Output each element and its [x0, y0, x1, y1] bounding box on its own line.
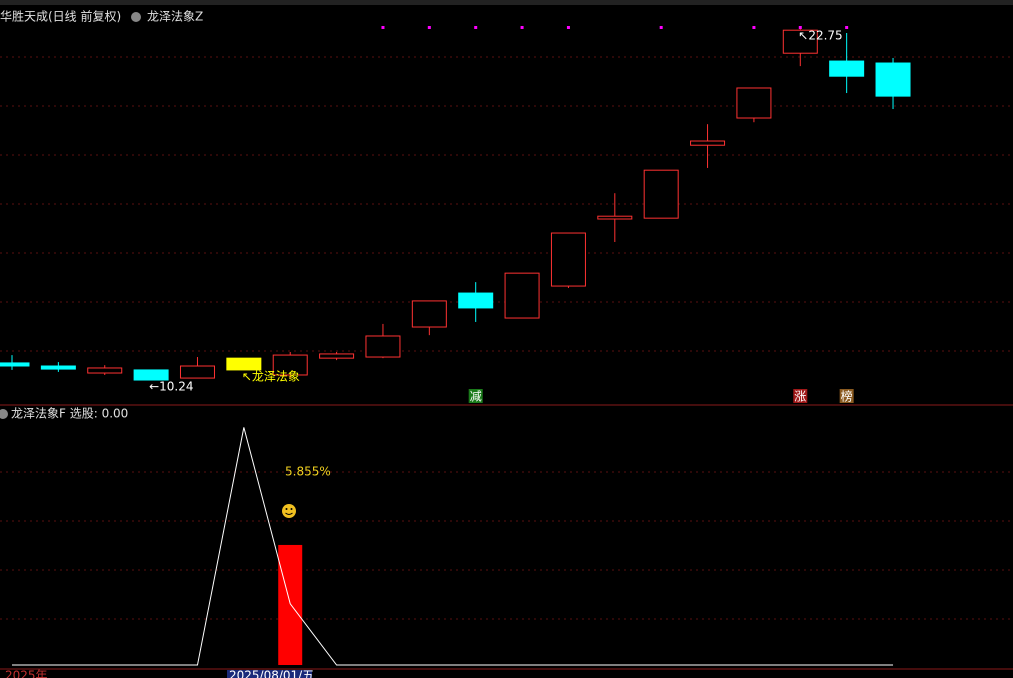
panel-title: 龙泽法象F 选股: 0.00 [11, 407, 128, 421]
indicator-icon [0, 409, 8, 419]
annotation: ↖龙泽法象 [242, 369, 300, 383]
smiley-mouth [285, 512, 293, 515]
signal-dot [798, 26, 802, 29]
candle-body [272, 354, 308, 376]
annotation: ↖22.75 [798, 29, 842, 43]
smiley [282, 504, 296, 518]
signal-dot [752, 26, 756, 29]
candle-body [875, 62, 911, 97]
candle-body [597, 215, 633, 220]
candle-body [550, 232, 586, 287]
candle-body [736, 87, 772, 119]
candle-body [504, 272, 540, 319]
signal-dot [474, 26, 478, 29]
badge: 榜 [841, 389, 853, 404]
signal-dot [566, 26, 570, 29]
candle-body [133, 369, 169, 381]
annotation: ←10.24 [149, 380, 193, 394]
candle-body [87, 367, 123, 374]
badge-box [839, 389, 854, 403]
candle-body [0, 362, 30, 367]
date-label: 2025/08/01/五 [229, 669, 314, 678]
pct-label: 5.855% [285, 465, 331, 479]
candle-body [829, 60, 865, 77]
signal-dot [427, 26, 431, 29]
candle-body [179, 365, 215, 379]
indicator-icon [131, 12, 141, 22]
badge: 涨 [794, 389, 806, 404]
candle-body [319, 353, 355, 359]
signal-dot [845, 26, 849, 29]
smiley-eye [290, 508, 293, 510]
menu-bar [0, 0, 1013, 5]
candle-body [782, 29, 818, 54]
candle-body [40, 365, 76, 370]
badge-box [793, 389, 808, 403]
signal-bar [278, 544, 303, 665]
signal-dot [659, 26, 663, 29]
indicator-line [12, 427, 894, 666]
smiley-eye [285, 508, 288, 510]
candle-body [411, 300, 447, 328]
candle-body [690, 140, 726, 146]
candle-body [458, 292, 494, 309]
signal-dot [381, 26, 385, 29]
badge-box [468, 389, 483, 403]
indicator-name: 龙泽法象Z [147, 10, 203, 24]
badge: 减 [470, 390, 482, 404]
chart-title: 华胜天成(日线 前复权) [0, 9, 121, 24]
signal-dot [520, 26, 524, 29]
candle-body [365, 335, 401, 358]
date-label: 2025年 [5, 669, 48, 678]
date-highlight [227, 670, 312, 678]
candle-body [643, 169, 679, 219]
candle-body [226, 357, 262, 371]
